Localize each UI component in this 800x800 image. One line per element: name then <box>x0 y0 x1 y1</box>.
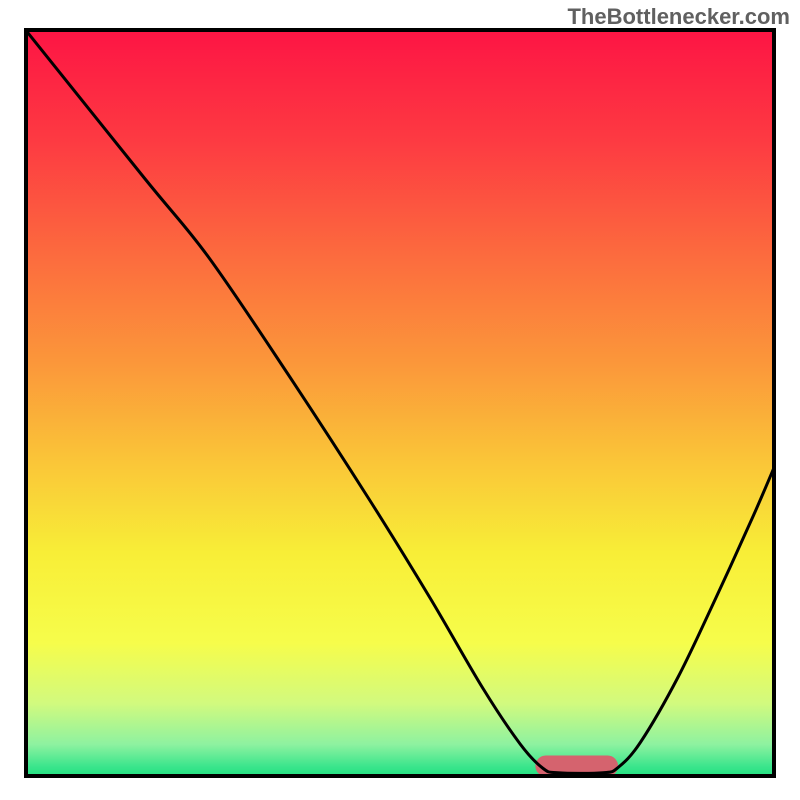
plot-svg <box>24 28 776 778</box>
plot-area <box>24 28 776 778</box>
gradient-background <box>24 28 776 778</box>
watermark-text: TheBottlenecker.com <box>567 4 790 30</box>
chart-frame: TheBottlenecker.com <box>0 0 800 800</box>
